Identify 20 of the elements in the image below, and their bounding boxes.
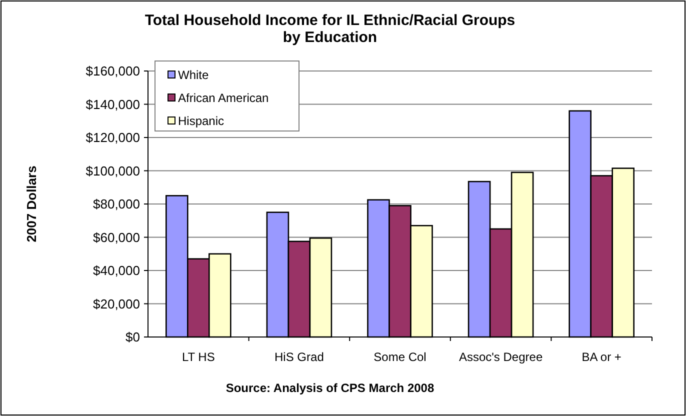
y-tick-label: $100,000 xyxy=(86,163,140,178)
source-note: Source: Analysis of CPS March 2008 xyxy=(226,381,434,395)
x-tick-label: Some Col xyxy=(374,350,426,364)
y-tick-label: $80,000 xyxy=(93,196,140,212)
x-tick-label: BA or + xyxy=(582,350,622,364)
y-tick-label: $140,000 xyxy=(86,96,140,112)
y-tick-label: $60,000 xyxy=(93,230,140,245)
y-tick-label: $0 xyxy=(126,330,140,345)
y-axis-title: 2007 Dollars xyxy=(24,166,39,242)
y-tick-label: $120,000 xyxy=(86,130,140,146)
y-tick-label: $40,000 xyxy=(93,263,140,278)
chart-title: Total Household Income for IL Ethnic/Racial Groups by Education xyxy=(144,12,516,46)
y-tick-label: $20,000 xyxy=(93,296,140,312)
y-tick-label: $160,000 xyxy=(86,64,140,79)
legend-label: White xyxy=(178,68,209,82)
x-tick-label: LT HS xyxy=(182,350,215,364)
legend-label: Hispanic xyxy=(178,114,224,128)
legend-label: African American xyxy=(178,91,269,106)
x-tick-label: HiS Grad xyxy=(274,350,324,364)
x-tick-label: Assoc's Degree xyxy=(458,350,543,364)
